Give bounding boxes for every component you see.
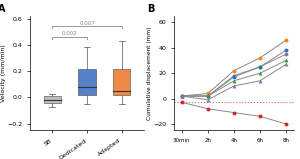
Y-axis label: Cumulative displacement (mm): Cumulative displacement (mm) — [147, 26, 152, 120]
Y-axis label: Velocity (mm/min): Velocity (mm/min) — [1, 44, 6, 102]
Text: 0.007: 0.007 — [79, 21, 95, 26]
Bar — [78, 69, 96, 95]
Text: B: B — [148, 4, 155, 14]
Text: A: A — [0, 4, 6, 14]
Bar — [44, 96, 61, 103]
Bar — [113, 69, 130, 95]
Text: 0.002: 0.002 — [62, 31, 78, 36]
